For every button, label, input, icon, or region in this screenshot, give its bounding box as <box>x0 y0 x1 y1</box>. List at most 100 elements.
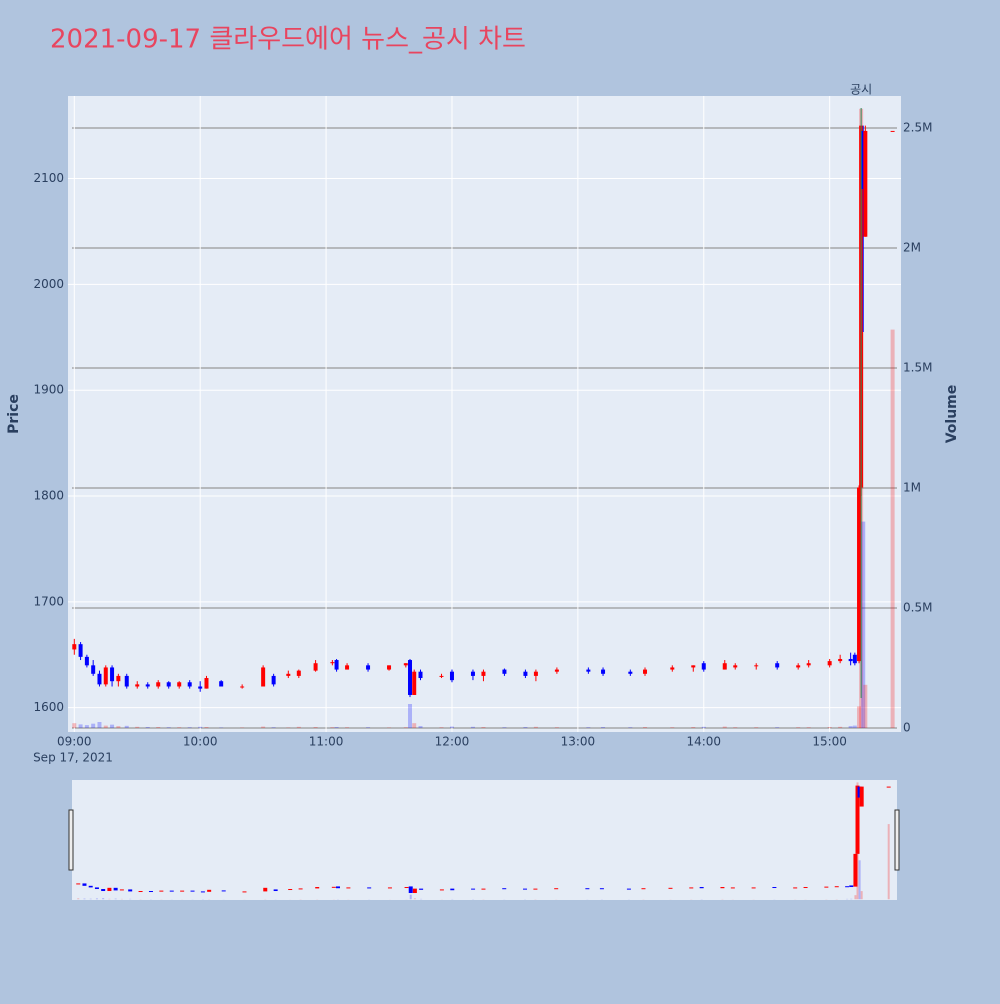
volume-bar <box>79 724 83 728</box>
mini-volume-bar <box>96 898 98 899</box>
mini-candle <box>700 887 704 888</box>
volume-bar <box>345 727 349 728</box>
volume-bar <box>419 726 423 728</box>
chart-title: 2021-09-17 클라우드에어 뉴스_공시 차트 <box>50 25 526 55</box>
candle-body <box>775 663 779 667</box>
mini-candle <box>440 889 444 890</box>
candle-body <box>863 131 867 237</box>
range-slider[interactable] <box>72 780 897 900</box>
mini-candle <box>600 888 604 889</box>
volume-bar <box>733 727 737 728</box>
candle-body <box>628 672 632 674</box>
mini-candle <box>405 887 409 888</box>
mini-candle <box>299 888 303 889</box>
mini-candle <box>242 891 246 892</box>
mini-candle <box>554 888 558 889</box>
volume-bar <box>643 727 647 728</box>
slider-handle[interactable] <box>895 810 899 870</box>
candle-body <box>450 672 454 680</box>
y2-axis-label: Volume <box>944 385 960 444</box>
y-tick-label: 2100 <box>33 171 64 185</box>
volume-bar <box>366 727 370 728</box>
x-tick-label: 12:00 <box>435 735 470 749</box>
candle-body <box>91 665 95 673</box>
y-tick-label: 1900 <box>33 383 64 397</box>
mini-candle <box>170 891 174 892</box>
candle-body <box>125 676 129 687</box>
candle-body <box>404 663 408 665</box>
candle-body <box>135 684 139 686</box>
candle-body <box>146 684 150 686</box>
volume-bar <box>408 704 412 728</box>
volume-bar <box>146 727 150 728</box>
volume-bar <box>72 723 76 728</box>
mini-candle <box>346 887 350 888</box>
volume-bar <box>297 727 301 728</box>
volume-bar <box>586 727 590 728</box>
candle-body <box>586 670 590 672</box>
candle-body <box>643 670 647 674</box>
plot-area <box>68 96 901 732</box>
mini-candle <box>336 886 340 888</box>
mini-candle <box>288 889 292 890</box>
mini-volume-bar <box>414 898 416 899</box>
volume-bar <box>670 727 674 728</box>
candle-body <box>408 660 412 695</box>
candle-body <box>116 676 120 681</box>
volume-bar <box>555 727 559 728</box>
volume-bar <box>628 727 632 728</box>
candle-body <box>219 681 223 686</box>
volume-bar <box>156 727 160 728</box>
volume-bar <box>104 726 108 728</box>
mini-candle <box>222 890 226 891</box>
candle-body <box>523 672 527 676</box>
candle-body <box>79 644 83 657</box>
volume-bar <box>807 727 811 728</box>
volume-bar <box>849 726 853 728</box>
mini-candle <box>315 887 319 888</box>
candle-body <box>198 686 202 688</box>
mini-candle <box>752 887 756 888</box>
mini-candle <box>263 888 267 892</box>
volume-bar <box>481 727 485 728</box>
mini-volume-bar <box>859 860 861 899</box>
candle-body <box>439 676 443 677</box>
candle-body <box>555 670 559 672</box>
candle-body <box>412 672 416 695</box>
candle-body <box>297 671 301 676</box>
volume-bar <box>330 727 334 728</box>
candle-body <box>345 665 349 669</box>
volume-bar <box>116 726 120 728</box>
x-tick-label: 14:00 <box>686 735 721 749</box>
candle-body <box>702 663 706 669</box>
y2-tick-label: 2M <box>903 240 921 254</box>
volume-bar <box>601 727 605 728</box>
candle-body <box>601 670 605 674</box>
mini-candle <box>887 787 891 788</box>
x-date-label: Sep 17, 2021 <box>33 751 113 765</box>
mini-candle <box>107 888 111 891</box>
volume-bar <box>404 727 408 728</box>
candle-body <box>240 686 244 687</box>
mini-candle <box>450 889 454 891</box>
candle-body <box>366 665 370 669</box>
candle-body <box>261 667 265 686</box>
mini-candle <box>332 887 336 888</box>
volume-bar <box>691 727 695 728</box>
mini-volume-bar <box>410 895 412 900</box>
candle-body <box>849 659 853 661</box>
mini-candle <box>772 887 776 888</box>
volume-bar <box>796 727 800 728</box>
candle-body <box>733 665 737 667</box>
slider-handle[interactable] <box>69 810 73 870</box>
mini-candle <box>274 889 278 891</box>
mini-candle <box>502 888 506 889</box>
mini-candle <box>804 887 808 888</box>
mini-volume-bar <box>77 898 79 899</box>
mini-candle <box>849 885 853 887</box>
volume-bar <box>261 727 265 728</box>
volume-bar <box>272 727 276 728</box>
volume-bar <box>471 727 475 728</box>
candle-body <box>502 670 506 674</box>
candle-body <box>853 655 857 663</box>
